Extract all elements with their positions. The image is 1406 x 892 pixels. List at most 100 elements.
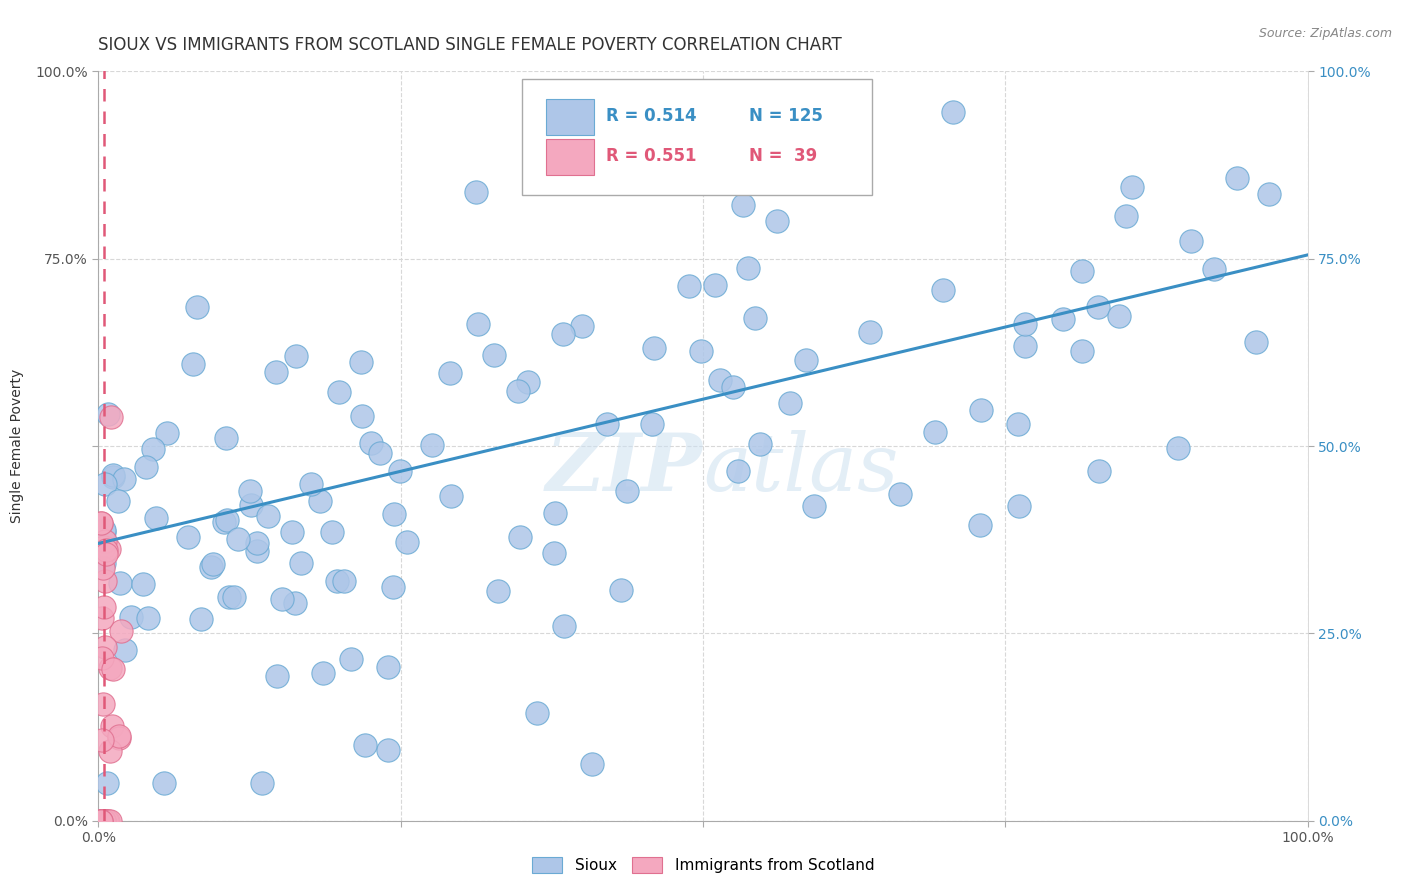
Point (1180, 234, 1202, 248)
Point (486, 583, 509, 598)
Point (326, 574, 349, 588)
FancyBboxPatch shape (522, 78, 872, 195)
Point (333, 574, 356, 589)
Point (382, 507, 405, 521)
Point (526, 706, 548, 721)
Point (97, 541, 120, 556)
Point (112, 471, 135, 485)
Legend: Sioux, Immigrants from Scotland: Sioux, Immigrants from Scotland (531, 857, 875, 873)
Point (1087, 300, 1109, 314)
Point (709, 373, 731, 387)
Point (737, 260, 759, 275)
Point (440, 489, 463, 503)
Point (1167, 441, 1189, 455)
Point (643, 341, 665, 355)
Point (312, 666, 335, 681)
Point (690, 344, 713, 359)
Text: R = 0.514: R = 0.514 (606, 107, 697, 125)
Point (218, 590, 240, 604)
Point (91, 611, 114, 625)
Point (246, 543, 269, 558)
Point (103, 468, 125, 483)
Point (93, 541, 115, 555)
Point (796, 353, 818, 368)
Point (727, 463, 749, 477)
Point (422, 437, 444, 451)
Point (395, 535, 418, 549)
Point (90, 814, 112, 828)
Point (93, 524, 115, 538)
Point (340, 652, 363, 666)
Point (224, 590, 246, 604)
Point (93, 814, 115, 828)
Point (93, 477, 115, 491)
Point (509, 530, 531, 544)
FancyBboxPatch shape (546, 99, 595, 135)
Point (228, 532, 250, 546)
Point (200, 560, 222, 574)
Point (360, 436, 382, 450)
Point (596, 417, 619, 431)
Point (467, 317, 489, 331)
Point (93, 556, 115, 570)
Point (1071, 344, 1094, 359)
Point (152, 776, 174, 790)
Point (678, 278, 700, 293)
Point (93, 814, 115, 828)
Point (98, 660, 121, 674)
Point (142, 442, 165, 456)
Point (94, 533, 117, 548)
Point (96, 814, 118, 828)
Point (98, 744, 121, 758)
Point (571, 319, 593, 334)
Point (97, 814, 120, 828)
Point (1014, 317, 1036, 331)
Point (202, 557, 225, 571)
Point (108, 575, 131, 590)
Point (90, 814, 112, 828)
Point (969, 517, 991, 532)
Point (640, 417, 662, 432)
Text: ZIP: ZIP (546, 430, 703, 508)
Point (103, 663, 125, 677)
Point (98, 814, 121, 828)
Point (93, 525, 115, 540)
Point (90, 516, 112, 530)
Point (100, 409, 122, 424)
Point (93, 814, 115, 828)
Point (1052, 312, 1074, 326)
Point (931, 283, 953, 297)
Point (264, 365, 287, 379)
Point (1014, 339, 1036, 353)
Point (94, 640, 117, 654)
Point (91, 561, 114, 575)
Point (132, 577, 155, 591)
Text: Source: ZipAtlas.com: Source: ZipAtlas.com (1258, 27, 1392, 40)
Point (970, 402, 993, 417)
Point (94, 574, 117, 588)
Point (942, 104, 965, 119)
Point (516, 376, 538, 390)
Text: R = 0.551: R = 0.551 (606, 147, 697, 165)
Point (321, 524, 343, 539)
Point (256, 508, 278, 523)
Point (350, 354, 373, 368)
Point (889, 486, 911, 500)
Point (1244, 334, 1267, 349)
Point (1115, 210, 1137, 224)
Point (544, 506, 567, 520)
Point (96, 776, 118, 790)
Point (350, 409, 373, 424)
Point (1121, 180, 1143, 194)
Point (114, 643, 136, 657)
Point (1071, 264, 1094, 278)
Text: atlas: atlas (703, 430, 898, 508)
Point (90, 732, 112, 747)
Point (90, 516, 112, 531)
Point (239, 498, 262, 512)
Point (859, 325, 882, 339)
Point (388, 464, 411, 478)
Point (93, 814, 115, 828)
Point (1202, 261, 1225, 276)
Point (1087, 464, 1109, 478)
